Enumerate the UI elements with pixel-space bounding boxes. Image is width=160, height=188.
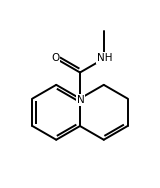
Text: O: O bbox=[51, 53, 60, 64]
Text: NH: NH bbox=[97, 53, 113, 63]
Text: N: N bbox=[77, 95, 84, 105]
